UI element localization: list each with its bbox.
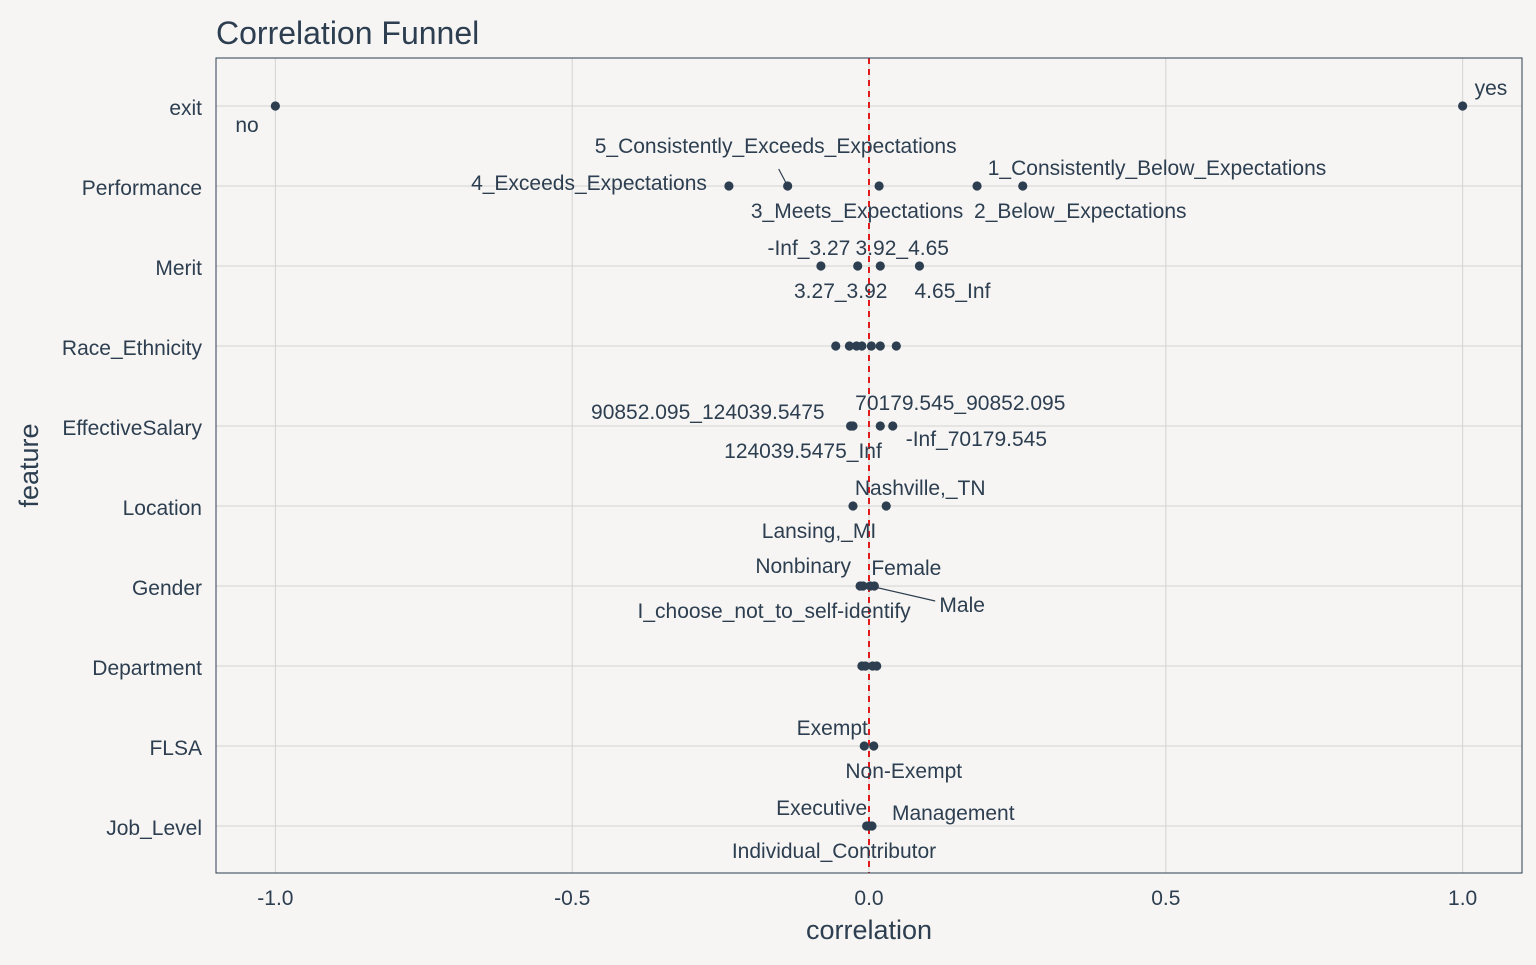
- y-axis-tick-labels: exit Performance Merit Race_Ethnicity Effect…: [62, 97, 203, 840]
- point-performance-1-consistently-below-expectations: [1018, 181, 1028, 191]
- point-label-2-below-expectations: 2_Below_Expectations: [974, 200, 1186, 223]
- point-performance-5-consistently-exceeds-expectations: [783, 181, 793, 191]
- y-axis-title: feature: [14, 423, 44, 507]
- y-tick-label-merit: Merit: [155, 257, 202, 280]
- point-race-ethnicity: [844, 341, 855, 351]
- x-axis-tick-labels: -1.0 -0.5 0.0 0.5 1.0: [257, 887, 1477, 910]
- point-department: [872, 661, 882, 671]
- point-labels: no yes 4_Exceeds_Expectations 5_Consistentl…: [235, 77, 1507, 863]
- plot-panel-border: [215, 57, 1523, 874]
- point-label-lansing-mi: Lansing,_MI: [762, 520, 876, 543]
- point-flsa-non-exempt: [869, 741, 879, 751]
- point-race-ethnicity: [866, 341, 876, 351]
- y-tick-label-performance: Performance: [82, 177, 202, 200]
- point-label-i-choose-not-to-self-identify: I_choose_not_to_self-identify: [638, 600, 912, 623]
- x-tick-label: 1.0: [1448, 887, 1477, 910]
- point-exit-yes: [1458, 101, 1468, 111]
- point-label-inf-70179-545: -Inf_70179.545: [906, 428, 1047, 451]
- y-tick-label-location: Location: [123, 497, 202, 520]
- x-axis-title: correlation: [806, 915, 932, 945]
- point-gender-female: [869, 581, 879, 591]
- x-tick-label: -0.5: [554, 887, 590, 910]
- point-job-level-management: [867, 821, 877, 831]
- point-label-inf-3-27: -Inf_3.27: [767, 237, 850, 260]
- point-label-124039-5475-inf: 124039.5475_Inf: [724, 440, 882, 463]
- point-label-3-92-4-65: 3.92_4.65: [856, 237, 949, 260]
- point-race-ethnicity: [875, 341, 885, 351]
- point-department: [860, 661, 871, 671]
- point-effectivesalary-70179-545-90852-095: [875, 421, 885, 431]
- point-label-female: Female: [871, 557, 941, 580]
- point-merit-3-92-4-65: [875, 261, 885, 271]
- y-tick-label-job-level: Job_Level: [106, 817, 202, 840]
- point-label-management: Management: [892, 802, 1015, 825]
- point-performance-3-meets-expectations: [874, 181, 884, 191]
- point-effectivesalary-inf-70179-545: [888, 421, 898, 431]
- point-gender-nonbinary: [858, 581, 868, 591]
- point-merit-inf-3-27: [816, 261, 826, 271]
- chart-title: Correlation Funnel: [216, 15, 479, 51]
- point-label-male: Male: [939, 594, 985, 617]
- point-label-non-exempt: Non-Exempt: [845, 760, 962, 783]
- point-exit-no: [270, 101, 280, 111]
- point-label-4-65-inf: 4.65_Inf: [915, 280, 991, 303]
- point-performance-4-exceeds-expectations: [724, 181, 734, 191]
- point-merit-4-65-inf: [914, 261, 925, 271]
- point-merit-3-27-3-92: [853, 261, 863, 271]
- y-tick-label-gender: Gender: [132, 577, 202, 600]
- y-tick-label-effectivesalary: EffectiveSalary: [62, 417, 202, 440]
- point-label-yes: yes: [1475, 77, 1508, 100]
- point-label-5-consistently-exceeds-expectations: 5_Consistently_Exceeds_Expectations: [595, 135, 957, 158]
- point-label-exempt: Exempt: [797, 717, 868, 740]
- x-tick-label: 0.0: [854, 887, 883, 910]
- x-tick-label: 0.5: [1151, 887, 1180, 910]
- y-tick-label-race-ethnicity: Race_Ethnicity: [62, 337, 203, 360]
- y-tick-label-department: Department: [92, 657, 202, 680]
- y-tick-label-flsa: FLSA: [149, 737, 202, 760]
- point-race-ethnicity: [857, 341, 867, 351]
- point-race-ethnicity: [891, 341, 901, 351]
- point-location-lansing-mi: [848, 501, 858, 511]
- point-label-no: no: [235, 114, 258, 137]
- data-points: [270, 101, 1468, 831]
- point-label-1-consistently-below-expectations: 1_Consistently_Below_Expectations: [988, 157, 1327, 180]
- point-effectivesalary-124039-5475-inf: [848, 421, 858, 431]
- point-label-4-exceeds-expectations: 4_Exceeds_Expectations: [471, 172, 707, 195]
- point-race-ethnicity: [831, 341, 841, 351]
- point-performance-2-below-expectations: [972, 181, 982, 191]
- leader-line-male: [870, 585, 936, 602]
- point-label-individual-contributor: Individual_Contributor: [732, 840, 936, 863]
- point-location-nashville-tn: [881, 501, 891, 511]
- point-label-90852-095-124039-5475: 90852.095_124039.5475: [591, 401, 825, 424]
- point-label-executive: Executive: [776, 797, 867, 820]
- x-tick-label: -1.0: [257, 887, 293, 910]
- y-tick-label-exit: exit: [169, 97, 202, 120]
- point-label-3-27-3-92: 3.27_3.92: [794, 280, 887, 303]
- point-flsa-exempt: [859, 741, 869, 751]
- point-label-3-meets-expectations: 3_Meets_Expectations: [751, 200, 963, 223]
- point-label-nonbinary: Nonbinary: [755, 555, 851, 578]
- point-label-nashville-tn: Nashville,_TN: [855, 477, 986, 500]
- point-label-70179-545-90852-095: 70179.545_90852.095: [855, 392, 1065, 415]
